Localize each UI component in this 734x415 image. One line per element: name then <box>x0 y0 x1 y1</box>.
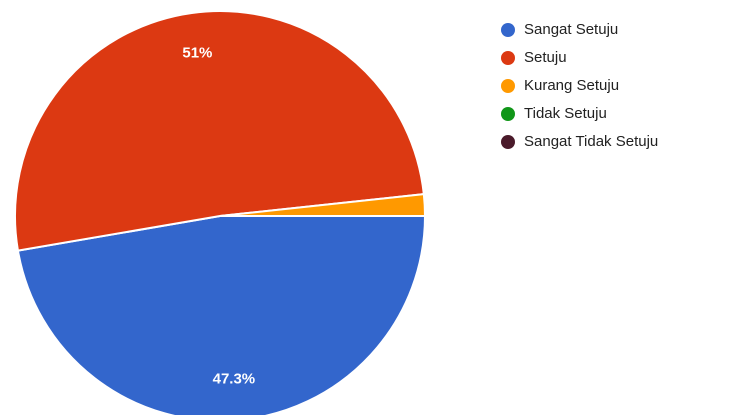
legend-swatch <box>501 51 515 65</box>
legend-swatch <box>501 107 515 121</box>
legend-swatch <box>501 135 515 149</box>
data-label: 51% <box>182 45 212 62</box>
legend-label: Setuju <box>524 49 567 66</box>
pie-slice <box>16 215 427 415</box>
legend-label: Sangat Tidak Setuju <box>524 133 658 150</box>
legend-swatch <box>501 23 515 37</box>
pie-slice <box>14 10 425 252</box>
pie-slice <box>219 193 427 217</box>
legend-label: Tidak Setuju <box>524 105 607 122</box>
data-label: 47.3% <box>213 370 256 387</box>
legend-label: Kurang Setuju <box>524 77 619 94</box>
legend-swatch <box>501 79 515 93</box>
legend-label: Sangat Setuju <box>524 21 618 38</box>
